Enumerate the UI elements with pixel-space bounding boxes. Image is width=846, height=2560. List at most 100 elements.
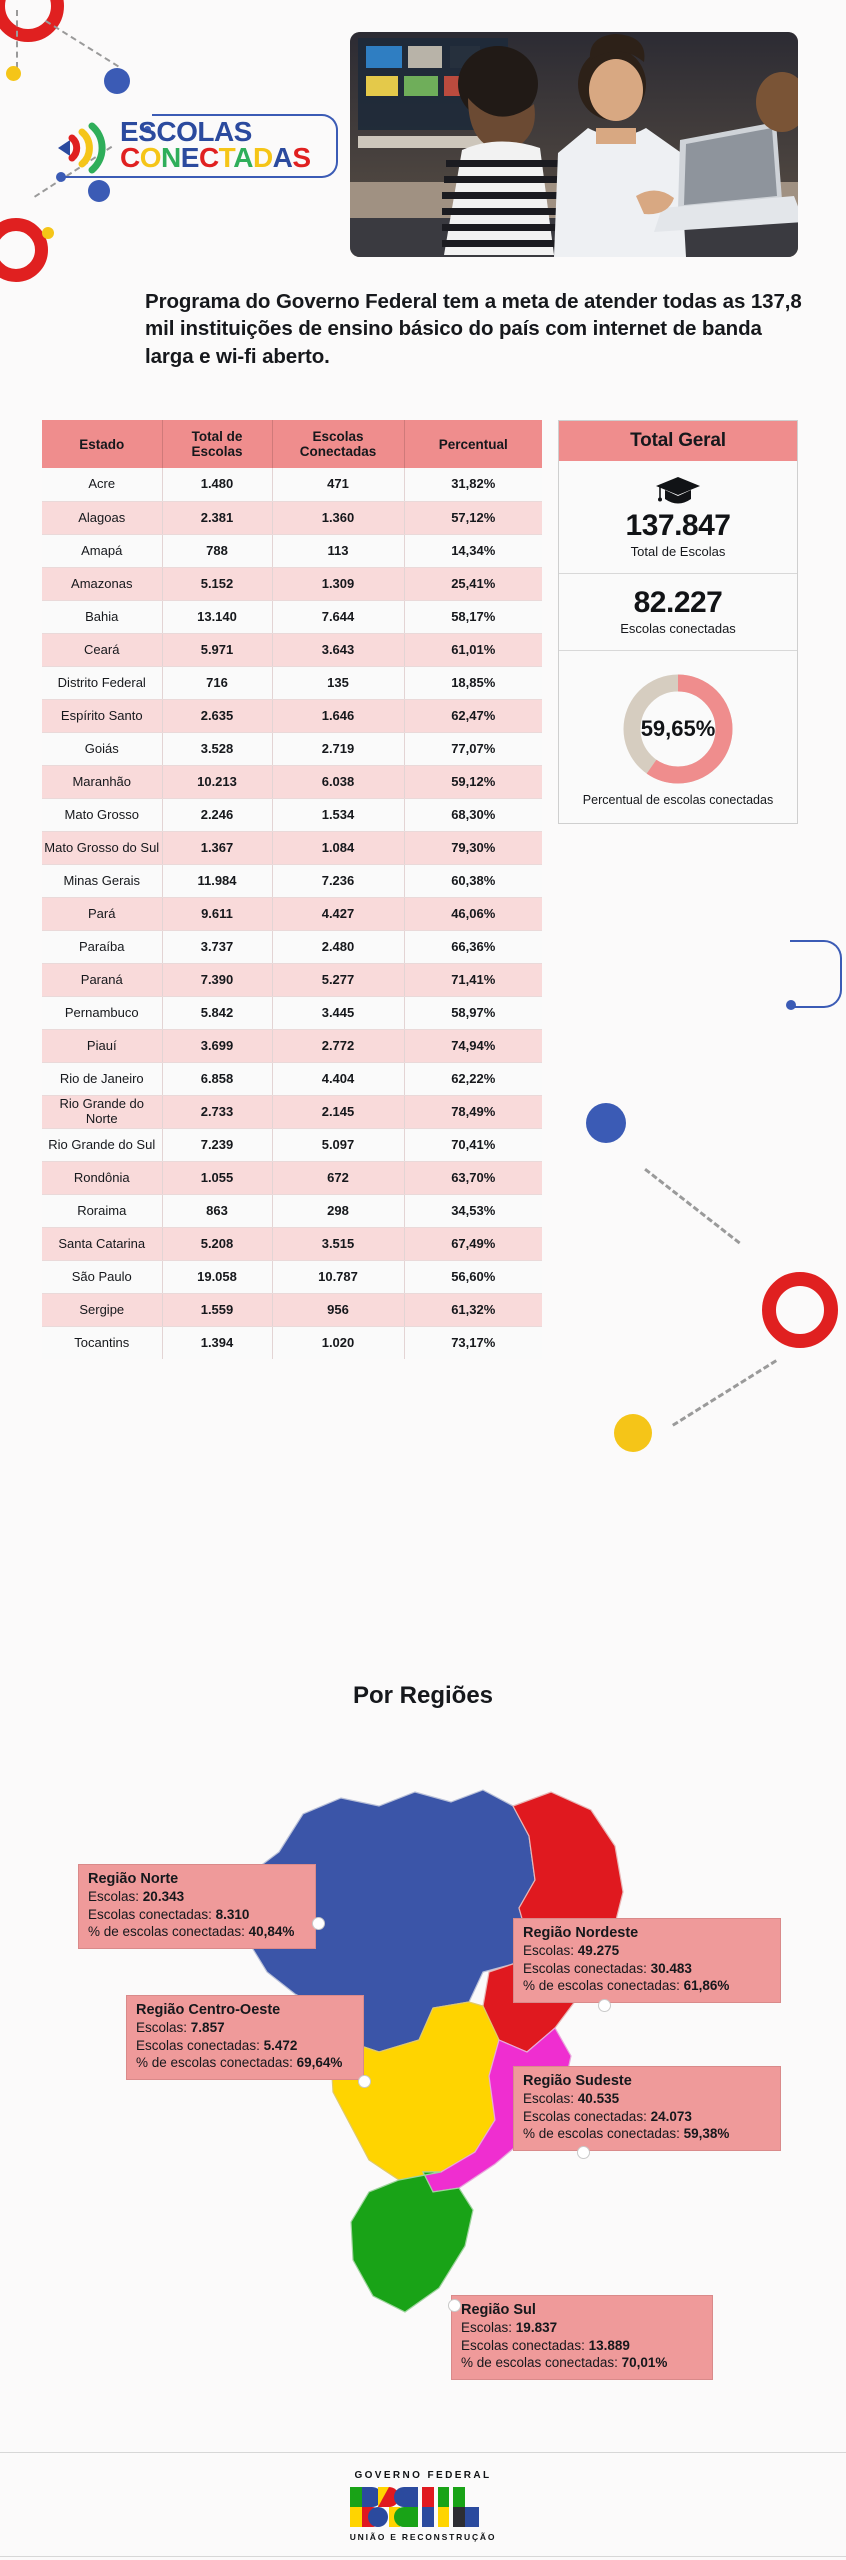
region-escolas: Escolas: 40.535 bbox=[523, 2091, 620, 2107]
cell-total: 5.842 bbox=[162, 996, 273, 1030]
cell-estado: Rio Grande do Sul bbox=[42, 1128, 163, 1162]
cell-percentual: 79,30% bbox=[404, 831, 542, 865]
hero-photo bbox=[350, 32, 798, 257]
region-name: Região Centro-Oeste bbox=[136, 2002, 281, 2018]
cell-estado: Paraíba bbox=[42, 930, 163, 964]
logo-text-conectadas: CONECTADAS bbox=[120, 142, 311, 173]
cell-total: 1.055 bbox=[162, 1161, 273, 1195]
cell-estado: Amazonas bbox=[42, 567, 163, 601]
cell-total: 9.611 bbox=[162, 897, 273, 931]
footer-divider-bottom bbox=[0, 2556, 846, 2557]
cell-total: 6.858 bbox=[162, 1062, 273, 1096]
cell-conectadas: 2.719 bbox=[272, 732, 405, 766]
cell-total: 5.152 bbox=[162, 567, 273, 601]
cell-estado: Amapá bbox=[42, 534, 163, 568]
decorative-red-ring-mid-left bbox=[0, 218, 48, 282]
map-pin-nordeste bbox=[598, 1999, 611, 2012]
cell-percentual: 74,94% bbox=[404, 1029, 542, 1063]
cell-total: 1.394 bbox=[162, 1326, 273, 1360]
cell-total: 1.367 bbox=[162, 831, 273, 865]
cell-percentual: 78,49% bbox=[404, 1095, 542, 1129]
cell-percentual: 66,36% bbox=[404, 930, 542, 964]
cell-estado: Paraná bbox=[42, 963, 163, 997]
cell-total: 5.208 bbox=[162, 1227, 273, 1261]
cell-percentual: 63,70% bbox=[404, 1161, 542, 1195]
decorative-blue-connector-dot bbox=[786, 1000, 796, 1010]
cell-percentual: 31,82% bbox=[404, 468, 542, 502]
donut-caption: Percentual de escolas conectadas bbox=[582, 793, 774, 807]
decorative-blue-dot-top-left bbox=[104, 68, 130, 94]
cell-conectadas: 1.360 bbox=[272, 501, 405, 535]
region-callout-centro-oeste: Região Centro-Oeste Escolas: 7.857 Escol… bbox=[126, 1995, 364, 2080]
footer-uniao-reconstrucao: UNIÃO E RECONSTRUÇÃO bbox=[349, 2532, 497, 2542]
map-region-sul bbox=[350, 2171, 474, 2313]
graduation-cap-icon bbox=[656, 477, 700, 504]
table-row: Rio Grande do Norte 2.733 2.145 78,49% bbox=[42, 1095, 542, 1129]
col-header-total: Total de Escolas bbox=[162, 420, 273, 469]
cell-estado: São Paulo bbox=[42, 1260, 163, 1294]
region-conectadas: Escolas conectadas: 24.073 bbox=[523, 2108, 692, 2124]
cell-estado: Ceará bbox=[42, 633, 163, 667]
footer-divider-top bbox=[0, 2452, 846, 2453]
decorative-dashed-line-a bbox=[16, 10, 18, 68]
cell-estado: Roraima bbox=[42, 1194, 163, 1228]
table-row: Pernambuco 5.842 3.445 58,97% bbox=[42, 996, 542, 1030]
decorative-blue-connector bbox=[790, 940, 842, 1008]
connected-schools-value: 82.227 bbox=[633, 586, 723, 619]
cell-percentual: 57,12% bbox=[404, 501, 542, 535]
cell-total: 3.737 bbox=[162, 930, 273, 964]
cell-total: 19.058 bbox=[162, 1260, 273, 1294]
page-headline: Programa do Governo Federal tem a meta d… bbox=[145, 290, 802, 368]
decorative-dashed-line-d bbox=[644, 1168, 741, 1245]
cell-conectadas: 113 bbox=[272, 534, 405, 568]
region-name: Região Sul bbox=[461, 2302, 536, 2318]
table-row: Rondônia 1.055 672 63,70% bbox=[42, 1161, 542, 1195]
table-row: Amapá 788 113 14,34% bbox=[42, 534, 542, 568]
table-row: Sergipe 1.559 956 61,32% bbox=[42, 1293, 542, 1327]
regions-section-title: Por Regiões bbox=[352, 1682, 494, 1709]
cell-percentual: 59,12% bbox=[404, 765, 542, 799]
table-row: Espírito Santo 2.635 1.646 62,47% bbox=[42, 699, 542, 733]
cell-estado: Pará bbox=[42, 897, 163, 931]
states-table-wrapper: Estado Total de Escolas Escolas Conectad… bbox=[42, 420, 542, 1360]
cell-conectadas: 956 bbox=[272, 1293, 405, 1327]
cell-total: 788 bbox=[162, 534, 273, 568]
cell-estado: Distrito Federal bbox=[42, 666, 163, 700]
logo-text-escolas: ESCOLAS bbox=[120, 116, 252, 147]
map-region-norte bbox=[240, 1789, 536, 2053]
table-row: Pará 9.611 4.427 46,06% bbox=[42, 897, 542, 931]
cell-conectadas: 4.404 bbox=[272, 1062, 405, 1096]
cell-total: 2.635 bbox=[162, 699, 273, 733]
cell-conectadas: 7.644 bbox=[272, 600, 405, 634]
cell-percentual: 34,53% bbox=[404, 1194, 542, 1228]
table-row: Paraná 7.390 5.277 71,41% bbox=[42, 963, 542, 997]
map-pin-centro-oeste bbox=[358, 2075, 371, 2088]
footer-governo-federal: GOVERNO FEDERAL bbox=[354, 2470, 492, 2481]
cell-total: 2.733 bbox=[162, 1095, 273, 1129]
cell-conectadas: 10.787 bbox=[272, 1260, 405, 1294]
cell-conectadas: 672 bbox=[272, 1161, 405, 1195]
map-pin-sudeste bbox=[577, 2146, 590, 2159]
cell-conectadas: 6.038 bbox=[272, 765, 405, 799]
decorative-blue-dot-right bbox=[586, 1103, 626, 1143]
cell-total: 5.971 bbox=[162, 633, 273, 667]
col-header-percentual: Percentual bbox=[404, 420, 542, 469]
cell-total: 1.559 bbox=[162, 1293, 273, 1327]
col-header-estado: Estado bbox=[42, 420, 163, 469]
cell-estado: Rio Grande do Norte bbox=[42, 1095, 163, 1129]
region-escolas: Escolas: 49.275 bbox=[523, 1943, 620, 1959]
region-callout-sudeste: Região Sudeste Escolas: 40.535 Escolas c… bbox=[513, 2066, 781, 2151]
cell-total: 2.246 bbox=[162, 798, 273, 832]
table-row: Distrito Federal 716 135 18,85% bbox=[42, 666, 542, 700]
cell-estado: Acre bbox=[42, 468, 163, 502]
decorative-yellow-dot-mid-left bbox=[42, 227, 54, 239]
region-name: Região Sudeste bbox=[523, 2073, 632, 2089]
cell-percentual: 70,41% bbox=[404, 1128, 542, 1162]
map-pin-sul bbox=[448, 2299, 461, 2312]
region-conectadas: Escolas conectadas: 8.310 bbox=[88, 1906, 250, 1922]
logo-underline bbox=[62, 176, 254, 178]
table-row: Piauí 3.699 2.772 74,94% bbox=[42, 1029, 542, 1063]
states-table: Estado Total de Escolas Escolas Conectad… bbox=[42, 420, 542, 1360]
cell-total: 863 bbox=[162, 1194, 273, 1228]
